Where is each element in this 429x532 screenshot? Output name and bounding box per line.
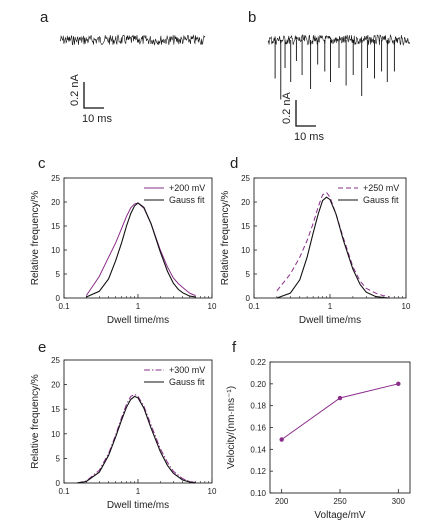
scale-bar bbox=[295, 100, 316, 127]
y-tick-label: 25 bbox=[51, 174, 60, 183]
y-tick-label: 20 bbox=[51, 381, 60, 390]
y-tick-label: 0.20 bbox=[250, 380, 266, 389]
series-line-measured bbox=[281, 383, 399, 440]
chart-d: d 0 5 10 15 20 25 0.1 1 10 Dwell time/ms Relative f… bbox=[220, 155, 411, 326]
x-tick-label: 0.1 bbox=[58, 302, 70, 311]
series-line-fit bbox=[76, 395, 196, 484]
scale-current-label: 0.2 nA bbox=[69, 74, 81, 106]
panel-letter-a: a bbox=[40, 9, 49, 26]
scale-time-label: 10 ms bbox=[294, 131, 324, 143]
legend-label: +200 mV bbox=[169, 183, 205, 193]
y-tick-label: 0.10 bbox=[250, 489, 266, 498]
x-tick-label: 1 bbox=[136, 487, 141, 496]
y-tick-label: 25 bbox=[51, 356, 60, 365]
x-tick-label: 1 bbox=[136, 302, 141, 311]
y-tick-label: 10 bbox=[241, 246, 250, 255]
y-tick-label: 0 bbox=[246, 294, 251, 303]
x-tick-label: 10 bbox=[402, 302, 411, 311]
y-tick-label: 0.16 bbox=[250, 424, 266, 433]
y-tick-label: 0.14 bbox=[250, 445, 266, 454]
series-line-fit bbox=[86, 202, 196, 298]
x-tick-label: 250 bbox=[333, 497, 347, 506]
x-axis-title: Dwell time/ms bbox=[107, 500, 169, 511]
data-point bbox=[337, 395, 343, 401]
panel-letter-b: b bbox=[248, 9, 256, 26]
data-point bbox=[396, 381, 401, 387]
series-line-measured bbox=[85, 202, 196, 297]
x-tick-label: 300 bbox=[392, 497, 406, 506]
y-tick-label: 0.18 bbox=[250, 402, 266, 411]
x-axis-title: Dwell time/ms bbox=[107, 315, 169, 326]
y-axis-title: Relative frequency/% bbox=[30, 191, 41, 286]
panel-letter-f: f bbox=[232, 339, 237, 356]
x-tick-label: 1 bbox=[328, 302, 333, 311]
y-tick-label: 15 bbox=[241, 222, 250, 231]
y-tick-label: 10 bbox=[51, 430, 60, 439]
y-tick-label: 0 bbox=[56, 479, 61, 488]
data-point bbox=[279, 437, 284, 442]
trace-baseline-a bbox=[59, 34, 206, 46]
scale-bar bbox=[83, 82, 104, 109]
y-tick-label: 20 bbox=[241, 198, 250, 207]
y-tick-label: 15 bbox=[51, 405, 60, 414]
panel-letter-c: c bbox=[38, 155, 46, 172]
panel-letter-e: e bbox=[38, 339, 46, 356]
series-line-measured bbox=[76, 393, 196, 484]
scale-current-label: 0.2 nA bbox=[281, 92, 293, 124]
x-tick-label: 200 bbox=[275, 497, 289, 506]
y-tick-label: 5 bbox=[56, 454, 61, 463]
y-tick-label: 20 bbox=[51, 198, 60, 207]
y-tick-label: 0 bbox=[56, 294, 61, 303]
y-tick-label: 0.22 bbox=[250, 358, 266, 367]
chart-e: e 0 5 10 15 20 25 0.1 1 10 Dwell time/ms Relative f… bbox=[30, 339, 217, 511]
y-axis-title: Relative frequency/% bbox=[30, 374, 41, 469]
x-tick-label: 10 bbox=[208, 302, 217, 311]
y-tick-label: 5 bbox=[56, 270, 61, 279]
legend-label: +250 mV bbox=[363, 183, 399, 193]
y-tick-label: 15 bbox=[51, 222, 60, 231]
scale-time-label: 10 ms bbox=[82, 113, 112, 125]
y-tick-label: 25 bbox=[241, 174, 250, 183]
y-axis-title: Velocity/(nm·ms⁻¹) bbox=[226, 386, 237, 469]
legend-label: Gauss fit bbox=[169, 195, 205, 205]
x-axis-title: Dwell time/ms bbox=[299, 315, 361, 326]
legend-label: +300 mV bbox=[169, 365, 205, 375]
x-tick-label: 10 bbox=[208, 487, 217, 496]
legend-label: Gauss fit bbox=[169, 377, 205, 387]
x-tick-label: 0.1 bbox=[58, 487, 70, 496]
y-tick-label: 5 bbox=[246, 270, 251, 279]
legend-label: Gauss fit bbox=[363, 195, 399, 205]
plot-frame bbox=[269, 361, 411, 494]
x-tick-label: 0.1 bbox=[248, 302, 260, 311]
y-axis-title: Relative frequency/% bbox=[220, 191, 231, 286]
x-axis-title: Voltage/mV bbox=[314, 510, 365, 521]
series-line-fit bbox=[276, 196, 390, 299]
series-line-measured bbox=[276, 191, 390, 298]
chart-f: f 0.10 0.12 0.14 0.16 0.18 0.20 0.22 200 250 300 Vo… bbox=[226, 339, 411, 521]
panel-letter-d: d bbox=[230, 155, 238, 172]
y-tick-label: 10 bbox=[51, 246, 60, 255]
y-tick-label: 0.12 bbox=[250, 467, 266, 476]
chart-c: c 0 5 10 15 20 25 0.1 1 10 Dwell time/ms Relative f… bbox=[30, 155, 217, 326]
